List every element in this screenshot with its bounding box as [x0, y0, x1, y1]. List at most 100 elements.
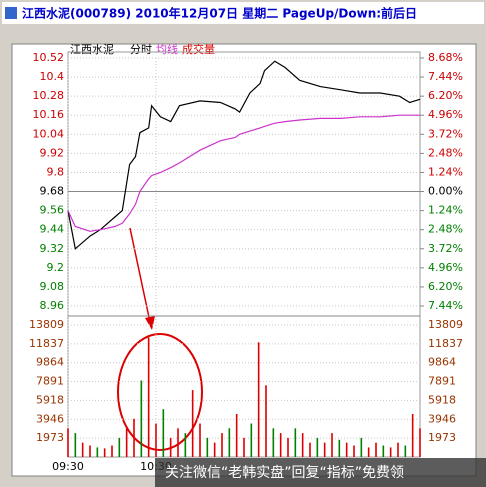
y-tick-label: 10.52 [33, 51, 65, 64]
y2-tick-label: 13809 [428, 318, 463, 331]
y-tick-label: 13809 [29, 318, 64, 331]
legend-entry: 成交量 [182, 42, 215, 56]
volume-bar [316, 437, 319, 457]
volume-bar [338, 439, 341, 457]
y-tick-label: 10.28 [33, 89, 65, 102]
x-tick-label: 09:30 [52, 460, 84, 473]
volume-bar [191, 390, 194, 457]
legend: 分时 均线 成交量 [130, 42, 215, 56]
volume-bar [140, 380, 143, 457]
volume-bar [89, 445, 91, 457]
volume-bar [323, 442, 326, 457]
y2-tick-label: 2.48% [428, 146, 463, 159]
y2-tick-label: 1.24% [428, 165, 463, 178]
y2-tick-label: 4.96% [428, 108, 463, 121]
volume-bar [235, 413, 238, 457]
volume-bar [155, 423, 157, 457]
volume-bar [199, 423, 201, 457]
app-icon [5, 7, 17, 19]
y2-tick-label: 7.44% [428, 299, 463, 312]
y2-tick-label: 1.24% [428, 204, 463, 217]
volume-bar [125, 428, 128, 457]
price-line [67, 60, 421, 250]
plot-frame [11, 43, 477, 477]
volume-bar [147, 337, 150, 457]
y-tick-label: 11837 [29, 337, 64, 350]
volume-bar [243, 437, 245, 457]
y-tick-label: 9.56 [40, 204, 65, 217]
volume-bar [404, 445, 407, 457]
volume-bar [162, 409, 165, 457]
volume-bar [353, 445, 355, 457]
volume-bar [375, 442, 377, 457]
y2-tick-label: 6.20% [428, 89, 463, 102]
y-tick-label: 9.92 [40, 146, 65, 159]
y-tick-label: 3946 [36, 412, 64, 425]
volume-bar [111, 445, 113, 457]
y-tick-label: 10.4 [40, 70, 65, 83]
y-tick-label: 5918 [36, 393, 64, 406]
volume-bar [213, 442, 216, 457]
y-tick-label: 10.16 [33, 108, 65, 121]
y-tick-label: 1973 [36, 431, 64, 444]
volume-bar [177, 428, 179, 457]
volume-bar [309, 442, 311, 457]
volume-bar [169, 437, 172, 457]
legend-entry: 均线 [156, 42, 178, 56]
y-tick-label: 9.08 [40, 280, 65, 293]
y2-tick-label: 4.96% [428, 261, 463, 274]
y-tick-label: 9.2 [47, 261, 65, 274]
volume-bar [294, 428, 297, 457]
volume-bar [118, 437, 121, 457]
volume-bar [206, 437, 209, 457]
y2-tick-label: 7.44% [428, 70, 463, 83]
title-bar [2, 2, 484, 24]
volume-bar [301, 433, 304, 457]
volume-bar [272, 428, 275, 457]
volume-bar [411, 413, 414, 457]
y2-tick-label: 7891 [428, 375, 456, 388]
volume-bar [228, 428, 231, 457]
volume-bar [345, 442, 348, 457]
y-tick-label: 9.32 [40, 242, 65, 255]
y2-tick-label: 8.68% [428, 51, 463, 64]
volume-bar [360, 437, 363, 457]
volume-bar [367, 447, 370, 457]
volume-bar [250, 423, 253, 457]
volume-bar [397, 442, 399, 457]
y2-tick-label: 5918 [428, 393, 456, 406]
y2-tick-label: 2.48% [428, 223, 463, 236]
price-line [67, 114, 420, 232]
volume-bar [265, 385, 267, 457]
y2-tick-label: 3946 [428, 412, 456, 425]
highlight-circle [117, 333, 203, 451]
y-tick-label: 9.44 [40, 223, 65, 236]
volume-bar [81, 442, 84, 457]
legend-stock: 江西水泥 [70, 43, 114, 56]
volume-bar [74, 433, 77, 457]
volume-bar [419, 428, 421, 457]
arrow-head [145, 316, 155, 330]
volume-bar [103, 448, 106, 457]
watermark: 关注微信“老韩实盘”回复“指标”免费领 [165, 464, 404, 481]
y-tick-label: 8.96 [40, 299, 65, 312]
volume-bar [257, 342, 260, 457]
watermark-band [155, 458, 486, 487]
y2-tick-label: 0.00% [428, 185, 463, 198]
y2-tick-label: 6.20% [428, 280, 463, 293]
y2-tick-label: 11837 [428, 337, 463, 350]
y-tick-label: 9.8 [47, 165, 65, 178]
y-tick-label: 10.04 [33, 127, 65, 140]
volume-bar [184, 433, 187, 457]
title: 江西水泥(000789) 2010年12月07日 星期二 PageUp/Down… [22, 6, 417, 21]
volume-bar [287, 437, 289, 457]
y2-tick-label: 9864 [428, 356, 456, 369]
y-tick-label: 7891 [36, 375, 64, 388]
y2-tick-label: 3.72% [428, 242, 463, 255]
y-tick-label: 9864 [36, 356, 64, 369]
y2-tick-label: 3.72% [428, 127, 463, 140]
volume-bar [389, 447, 392, 457]
y2-tick-label: 1973 [428, 431, 456, 444]
